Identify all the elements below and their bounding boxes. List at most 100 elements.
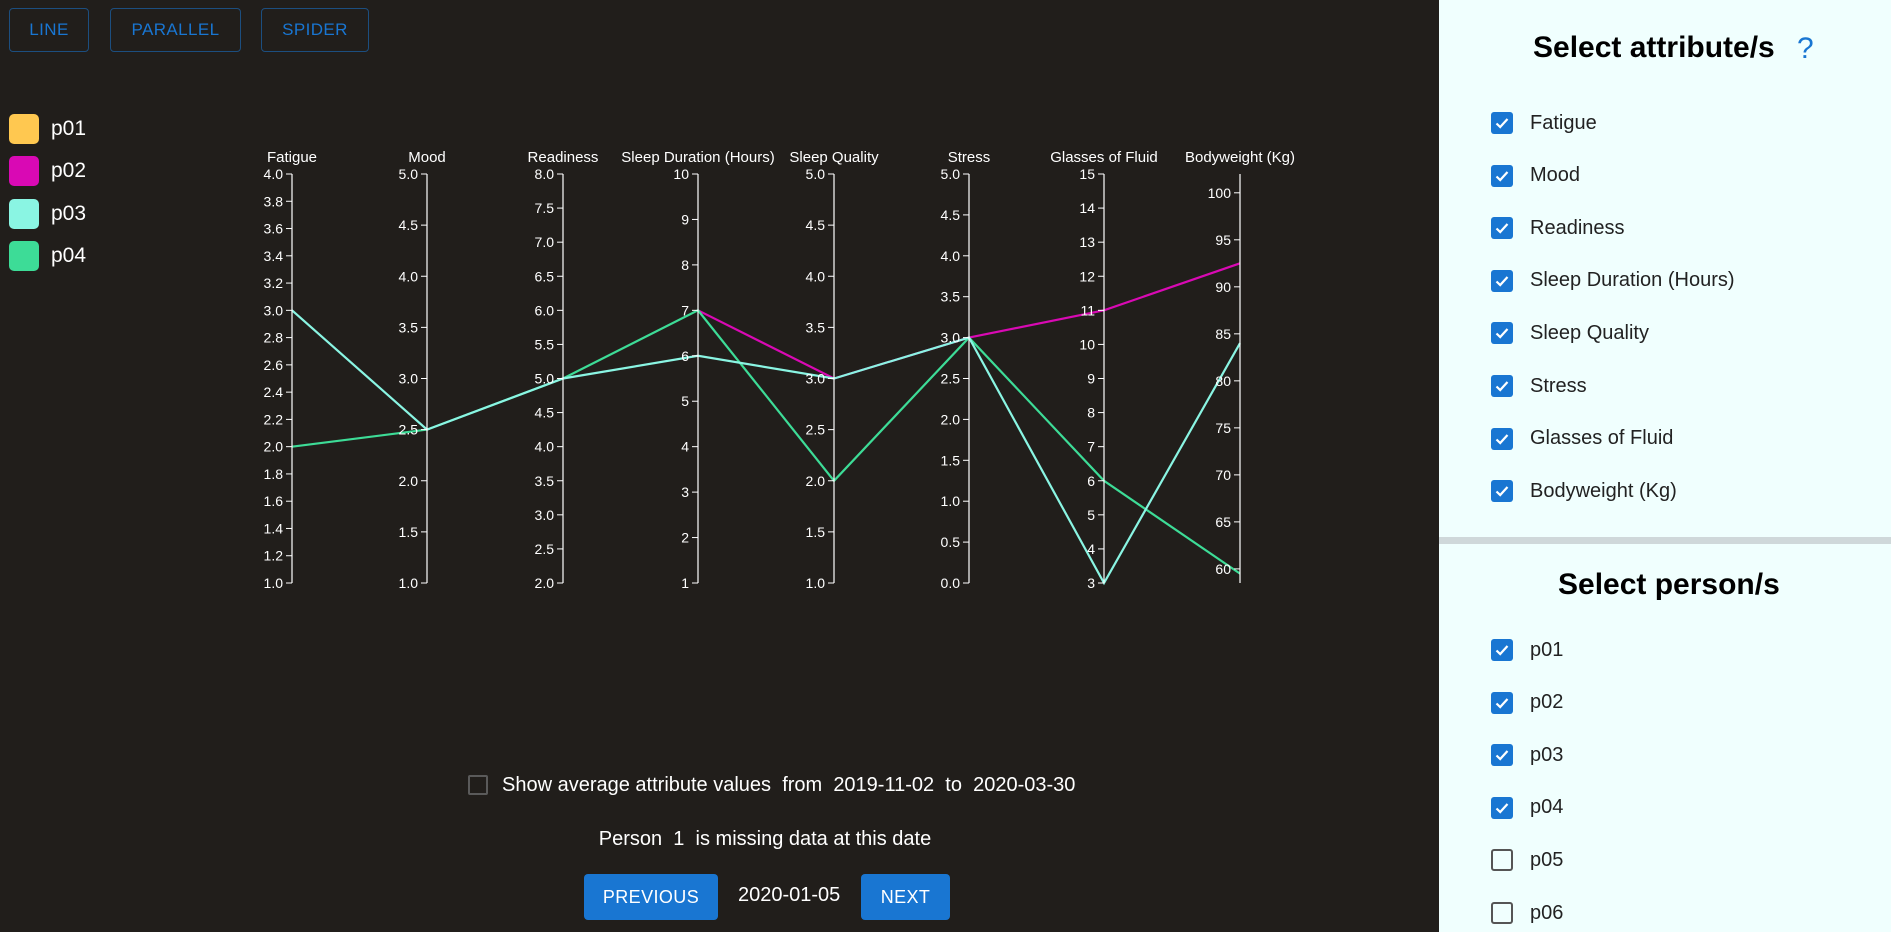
tick-label: 1.5	[399, 524, 419, 540]
axis-title: Stress	[948, 149, 991, 166]
tick-label: 4.5	[941, 207, 961, 223]
legend-label: p02	[51, 159, 87, 183]
checkbox-checked-icon[interactable]	[1491, 639, 1513, 661]
tick-label: 6.0	[535, 302, 555, 318]
attribute-checkbox-row[interactable]: Stress	[1491, 371, 1587, 401]
average-from-label: from	[782, 773, 823, 796]
checkbox-checked-icon[interactable]	[1491, 691, 1513, 714]
checkbox-unchecked-icon[interactable]	[1491, 902, 1513, 924]
attribute-checkbox-row[interactable]: Mood	[1491, 161, 1580, 191]
checkbox-checked-icon[interactable]	[1491, 744, 1513, 767]
checkbox-checked-icon[interactable]	[1491, 322, 1513, 345]
tick-label: 3.2	[264, 275, 284, 291]
checkbox-checked-icon[interactable]	[1491, 375, 1513, 397]
line-view-button[interactable]: LINE	[9, 8, 89, 52]
legend-item-p04: p04	[9, 235, 86, 277]
tick-label: 4.0	[264, 166, 284, 182]
missing-person: 1	[673, 828, 685, 850]
tick-label: 80	[1215, 373, 1231, 389]
checkbox-unchecked-icon[interactable]	[1491, 849, 1513, 872]
person-checkbox-row[interactable]: p02	[1491, 688, 1563, 718]
axis-title: Fatigue	[267, 149, 317, 166]
checkbox-checked-icon[interactable]	[1491, 112, 1513, 134]
checkbox-checked-icon[interactable]	[1491, 427, 1513, 450]
legend-swatch	[9, 114, 39, 145]
previous-button[interactable]: PREVIOUS	[584, 874, 718, 920]
current-date: 2020-01-05	[738, 884, 841, 906]
axis-title: Sleep Duration (Hours)	[621, 149, 774, 166]
tick-label: 1.0	[941, 493, 961, 509]
tick-label: 9	[681, 211, 689, 227]
legend-swatch	[9, 241, 39, 272]
persons-title: Select person/s	[1558, 568, 1780, 601]
person-checkbox-label: p06	[1530, 901, 1564, 924]
tick-label: 8.0	[535, 166, 555, 182]
tick-label: 7.0	[535, 234, 555, 250]
missing-data-message: Person 1 is missing data at this date	[0, 828, 1530, 851]
axis-title: Readiness	[528, 149, 599, 166]
tick-label: 3.8	[264, 193, 284, 209]
attribute-checkbox-row[interactable]: Sleep Duration (Hours)	[1491, 266, 1735, 296]
tick-label: 13	[1079, 234, 1095, 250]
average-to-date: 2020-03-30	[973, 773, 1076, 796]
tick-label: 10	[1079, 336, 1095, 352]
tick-label: 10	[673, 166, 689, 182]
tick-label: 100	[1208, 185, 1232, 201]
average-spacer	[934, 774, 945, 797]
person-checkbox-row[interactable]: p04	[1491, 793, 1563, 823]
help-icon[interactable]: ?	[1797, 32, 1814, 65]
tick-label: 4.5	[806, 217, 826, 233]
attribute-checkbox-label: Bodyweight (Kg)	[1530, 479, 1677, 502]
checkbox-checked-icon[interactable]	[1491, 217, 1513, 240]
attributes-title: Select attribute/s	[1533, 31, 1775, 64]
parallel-view-button[interactable]: PARALLEL	[110, 8, 241, 52]
tick-label: 2.4	[264, 384, 284, 400]
tick-label: 5.0	[941, 166, 961, 182]
spider-view-button[interactable]: SPIDER	[261, 8, 369, 52]
tick-label: 3.5	[806, 319, 826, 335]
legend-item-p02: p02	[9, 150, 86, 192]
tick-label: 2.0	[535, 575, 555, 591]
tick-label: 8	[681, 257, 689, 273]
person-checkbox-row[interactable]: p01	[1491, 635, 1563, 665]
person-checkbox-row[interactable]: p03	[1491, 740, 1563, 770]
tick-label: 5.0	[399, 166, 419, 182]
legend-item-p01: p01	[9, 108, 86, 150]
checkbox-checked-icon[interactable]	[1491, 269, 1513, 292]
tick-label: 75	[1215, 420, 1231, 436]
person-checkbox-label: p03	[1530, 743, 1564, 766]
tick-label: 2.0	[941, 411, 961, 427]
person-checkbox-label: p05	[1530, 848, 1564, 871]
legend-label: p01	[51, 117, 87, 141]
attribute-checkbox-row[interactable]: Readiness	[1491, 213, 1625, 243]
tick-label: 3	[1087, 575, 1095, 591]
tick-label: 7.5	[535, 200, 555, 216]
tick-label: 70	[1215, 467, 1231, 483]
parallel-coordinates-chart: Fatigue 1.0 1.2 1.4 1.6 1.8 2.0 2.2 2.4 2.6 2.8 3.0…	[264, 149, 1296, 591]
tick-label: 2.0	[399, 473, 419, 489]
tick-label: 6	[1087, 473, 1095, 489]
attribute-checkbox-label: Fatigue	[1530, 111, 1597, 134]
tick-label: 5	[1087, 507, 1095, 523]
person-checkbox-label: p04	[1530, 796, 1564, 819]
tick-label: 3.5	[399, 319, 419, 335]
average-checkbox[interactable]	[468, 775, 488, 795]
person-checkbox-row[interactable]: p06	[1491, 898, 1563, 928]
tick-label: 3.0	[399, 371, 419, 387]
attribute-checkbox-row[interactable]: Fatigue	[1491, 108, 1597, 138]
checkbox-checked-icon[interactable]	[1491, 796, 1513, 819]
legend-swatch	[9, 198, 39, 229]
next-button[interactable]: NEXT	[861, 874, 950, 920]
missing-suffix: is missing data at this date	[695, 828, 932, 850]
attribute-checkbox-row[interactable]: Sleep Quality	[1491, 318, 1649, 348]
average-label: Show average attribute values	[502, 773, 772, 796]
tick-label: 65	[1215, 514, 1231, 530]
person-checkbox-row[interactable]: p05	[1491, 845, 1563, 875]
attribute-checkbox-label: Glasses of Fluid	[1530, 427, 1674, 450]
axis-title: Glasses of Fluid	[1050, 149, 1158, 166]
tick-label: 1.5	[806, 524, 826, 540]
checkbox-checked-icon[interactable]	[1491, 164, 1513, 187]
checkbox-checked-icon[interactable]	[1491, 480, 1513, 503]
attribute-checkbox-row[interactable]: Glasses of Fluid	[1491, 424, 1673, 454]
attribute-checkbox-row[interactable]: Bodyweight (Kg)	[1491, 476, 1677, 506]
